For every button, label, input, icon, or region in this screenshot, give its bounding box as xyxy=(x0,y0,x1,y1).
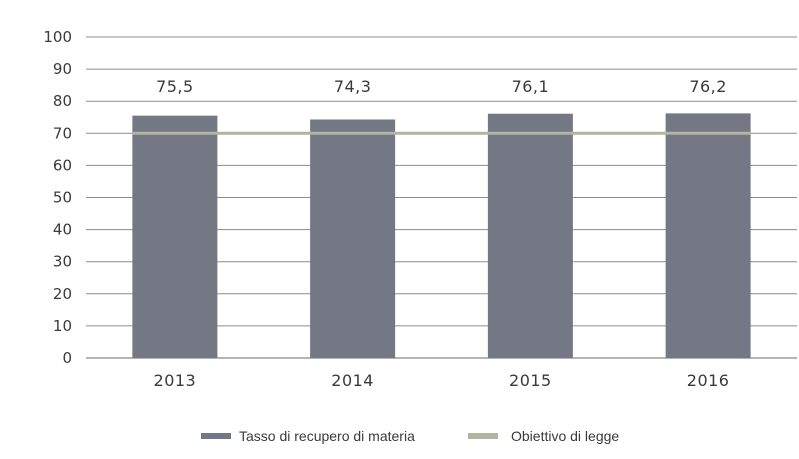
legend-swatch-obiettivo xyxy=(468,433,498,439)
y-tick-label-40: 40 xyxy=(53,221,72,239)
y-tick-label-70: 70 xyxy=(53,124,72,142)
data-label-2013: 75,5 xyxy=(156,77,194,96)
bars xyxy=(132,113,751,359)
y-tick-label-30: 30 xyxy=(53,253,72,271)
y-tick-label-100: 100 xyxy=(43,28,72,46)
data-label-2015: 76,1 xyxy=(512,77,550,96)
x-tick-label-2015: 2015 xyxy=(509,371,552,390)
x-tick-label-2016: 2016 xyxy=(687,371,730,390)
data-label-2014: 74,3 xyxy=(334,77,372,96)
y-tick-label-0: 0 xyxy=(62,349,72,367)
y-tick-label-50: 50 xyxy=(53,189,72,207)
y-tick-label-80: 80 xyxy=(53,92,72,110)
bar-2013 xyxy=(132,115,218,359)
legend: Tasso di recupero di materia Obiettivo d… xyxy=(201,428,619,444)
x-axis-labels: 2013 2014 2015 2016 xyxy=(154,371,730,390)
x-tick-label-2014: 2014 xyxy=(331,371,374,390)
bar-2015 xyxy=(487,113,573,359)
legend-label-obiettivo: Obiettivo di legge xyxy=(511,428,619,444)
data-label-2016: 76,2 xyxy=(689,77,727,96)
data-labels: 75,5 74,3 76,1 76,2 xyxy=(156,77,727,96)
bar-2016 xyxy=(665,113,751,358)
y-axis-ticks: 0 10 20 30 40 50 60 70 80 90 100 xyxy=(43,28,72,367)
legend-label-tasso: Tasso di recupero di materia xyxy=(239,428,415,444)
y-tick-label-90: 90 xyxy=(53,60,72,78)
y-tick-label-60: 60 xyxy=(53,156,72,174)
y-tick-label-20: 20 xyxy=(53,285,72,303)
legend-swatch-tasso xyxy=(201,433,231,439)
bar-2014 xyxy=(310,119,396,358)
x-tick-label-2013: 2013 xyxy=(154,371,197,390)
y-tick-label-10: 10 xyxy=(53,317,72,335)
